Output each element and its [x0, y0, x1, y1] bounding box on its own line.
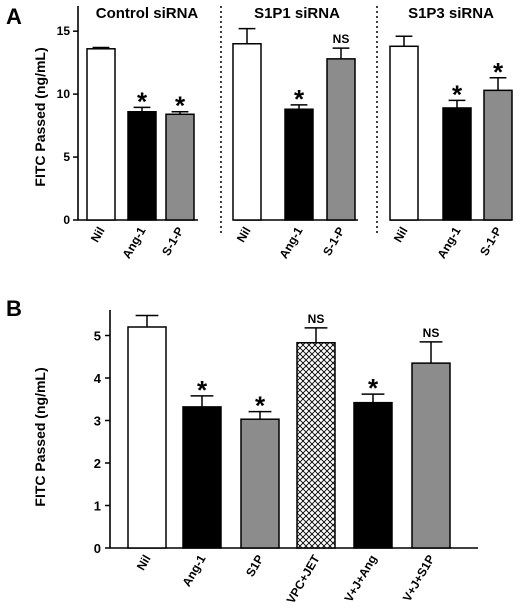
- panel-b-y-tick-label-1: 1: [94, 499, 101, 514]
- panel-b-annotation-4: *: [368, 373, 379, 403]
- panel-b-category-label-2: S1P: [243, 553, 266, 580]
- panel-a-groups: Control siRNA Nil * Ang-1 * S-1-P S1P1 siRNA Ni…: [78, 5, 513, 261]
- panel-a-y-tick-label-3: 15: [57, 24, 71, 38]
- panel-a-y-ticks: 0 5 10 15: [57, 24, 78, 227]
- panel-a-g1-bar-0: Nil: [232, 27, 262, 245]
- panel-b-bar-rect-4: [353, 401, 393, 549]
- panel-a-g2-bar-rect-2: [483, 89, 513, 221]
- panel-a-g2-category-label-2: S-1-P: [477, 225, 504, 259]
- panel-a-g2-bar-rect-1: [442, 107, 472, 221]
- panel-b-category-label-3: VPC+JET: [284, 552, 323, 606]
- panel-b-annotation-5: NS: [423, 326, 440, 340]
- panel-b-y-tick-label-4: 4: [94, 371, 102, 386]
- panel-a-chart: A FITC Passed (ng/mL) 0 5 10 15 Control siR…: [6, 4, 513, 261]
- panel-a-y-axis-label: FITC Passed (ng/mL): [32, 47, 48, 186]
- panel-a-g0-bar-2: * S-1-P: [159, 91, 195, 259]
- panel-b-bar-1: * Ang-1: [179, 375, 222, 589]
- panel-b-annotation-2: *: [255, 391, 266, 421]
- panel-a-g0-annotation-1: *: [137, 86, 148, 116]
- panel-a-g0-bar-0: Nil: [86, 46, 116, 245]
- panel-a-g0-bar-rect-2: [165, 113, 195, 221]
- panel-a-group-title-2: S1P3 siRNA: [408, 5, 494, 22]
- panel-a-g1-category-label-1: Ang-1: [276, 224, 305, 261]
- panel-b-annotation-3: NS: [308, 312, 325, 326]
- panel-b-category-label-1: Ang-1: [179, 552, 208, 589]
- panel-b-bar-4: * V+J+Ang: [341, 373, 393, 605]
- panel-b-y-tick-label-5: 5: [94, 329, 101, 344]
- panel-a-g2-annotation-2: *: [493, 57, 504, 87]
- panel-b-bar-2: * S1P: [240, 391, 280, 580]
- panel-b-bar-rect-0: [127, 326, 167, 549]
- panel-b-bar-rect-1: [182, 406, 222, 549]
- panel-a-g1-bar-rect-2: [326, 58, 356, 221]
- panel-a-g1-bar-rect-1: [284, 108, 314, 221]
- panel-a-g0-annotation-2: *: [175, 91, 186, 121]
- panel-a-g0-bar-1: * Ang-1: [119, 86, 157, 261]
- panel-a-g0-bar-rect-1: [127, 110, 157, 221]
- panel-a-group-title-0: Control siRNA: [96, 5, 199, 22]
- panel-a-g2-bar-2: * S-1-P: [477, 57, 513, 259]
- panel-a-g1-category-label-0: Nil: [234, 225, 254, 245]
- panel-b-bar-3: NS VPC+JET: [284, 312, 336, 606]
- panel-a-group-0: Control siRNA Nil * Ang-1 * S-1-P: [78, 5, 198, 261]
- panel-b-bar-5: NS V+J+S1P: [400, 326, 451, 604]
- panel-a-group-title-1: S1P1 siRNA: [254, 5, 340, 22]
- panel-a-g0-bar-rect-0: [86, 48, 116, 221]
- panel-b-label: B: [6, 296, 22, 321]
- panel-a-g1-annotation-2: NS: [333, 32, 350, 46]
- panel-a-g2-category-label-1: Ang-1: [434, 224, 463, 261]
- panel-a-g2-bar-0: Nil: [389, 35, 419, 245]
- panel-b-bar-rect-3: [296, 341, 336, 549]
- panel-a-g0-category-label-1: Ang-1: [119, 224, 148, 261]
- panel-a-y-tick-label-0: 0: [63, 213, 70, 227]
- panel-a-g1-annotation-1: *: [294, 84, 305, 114]
- panel-b-bar-rect-2: [240, 418, 280, 549]
- panel-a-label: A: [6, 4, 22, 29]
- panel-b-chart: B FITC Passed (ng/mL) 0 1 2 3 4 5 Nil * Ang-1 * S…: [6, 296, 478, 606]
- panel-b-annotation-1: *: [197, 375, 208, 405]
- panel-b-bars: Nil * Ang-1 * S1P NS VPC+JET * V+J+Ang NS V+J+S1P: [127, 312, 451, 606]
- panel-a-group-2: S1P3 siRNA Nil * Ang-1 * S-1-P: [389, 5, 513, 261]
- panel-a-g1-bar-1: * Ang-1: [276, 84, 314, 261]
- panel-a-y-tick-label-1: 5: [63, 150, 70, 164]
- panel-a-y-tick-label-2: 10: [57, 87, 71, 101]
- panel-a-g1-bar-2: NS S-1-P: [320, 32, 356, 259]
- panel-b-bar-rect-5: [411, 362, 451, 549]
- panel-b-category-label-4: V+J+Ang: [341, 553, 379, 605]
- panel-a-g2-annotation-1: *: [452, 79, 463, 109]
- panel-a-g1-category-label-2: S-1-P: [320, 225, 347, 259]
- panel-a-g2-bar-rect-0: [389, 45, 419, 221]
- panel-b-y-tick-label-2: 2: [94, 456, 101, 471]
- panel-a-g2-bar-1: * Ang-1: [434, 79, 472, 261]
- panel-a-g2-category-label-0: Nil: [391, 225, 411, 245]
- panel-b-y-tick-label-0: 0: [94, 541, 101, 556]
- panel-a-g0-category-label-0: Nil: [88, 225, 108, 245]
- panel-b-y-axis-label: FITC Passed (ng/mL): [32, 367, 48, 506]
- panel-b-category-label-0: Nil: [134, 553, 154, 573]
- panel-b-bar-0: Nil: [127, 314, 167, 573]
- panel-a-group-1: S1P1 siRNA Nil * Ang-1 NS S-1-P: [232, 5, 358, 261]
- panel-b-y-tick-label-3: 3: [94, 414, 101, 429]
- panel-a-g0-category-label-2: S-1-P: [159, 225, 186, 259]
- panel-b-category-label-5: V+J+S1P: [400, 553, 438, 604]
- panel-b-y-ticks: 0 1 2 3 4 5: [94, 329, 110, 556]
- panel-a-g1-bar-rect-0: [232, 43, 262, 221]
